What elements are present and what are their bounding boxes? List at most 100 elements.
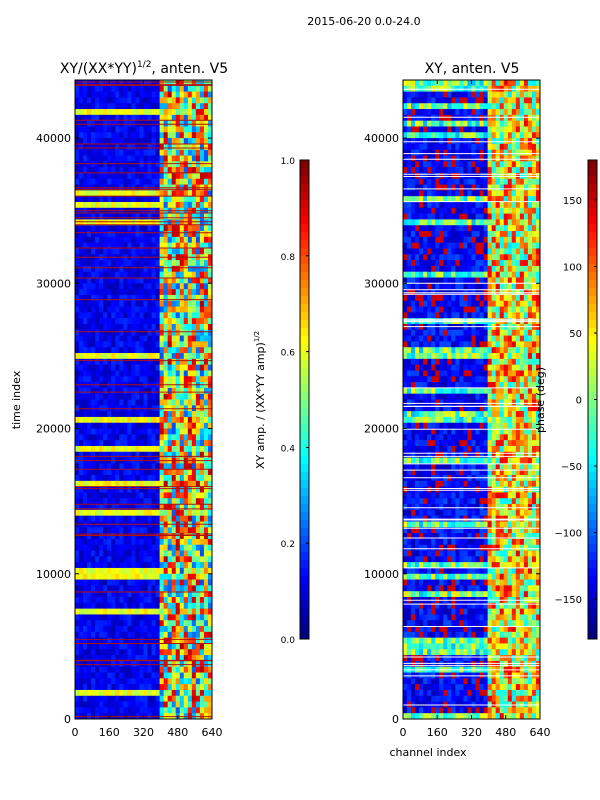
left-heatmap-cell (187, 126, 193, 133)
left-heatmap-cell (83, 655, 88, 662)
left-heatmap-cell (155, 329, 160, 336)
left-heatmap-cell (163, 597, 168, 604)
right-heatmap-cell (479, 213, 484, 220)
right-heatmap-cell (439, 219, 444, 226)
right-heatmap-cell (467, 97, 472, 104)
left-heatmap-cell (195, 626, 201, 633)
right-heatmap-cell (419, 242, 424, 249)
left-heatmap-cell (119, 533, 124, 540)
right-heatmap-cell (503, 213, 509, 220)
left-heatmap-cell (115, 597, 120, 604)
right-heatmap-cell (407, 201, 412, 209)
left-heatmap-cell (143, 399, 148, 406)
right-heatmap-cell (431, 201, 436, 209)
left-heatmap-cell (115, 126, 120, 133)
left-heatmap-cell (183, 242, 189, 249)
left-heatmap-cell (179, 190, 185, 197)
right-heatmap-cell (415, 213, 420, 220)
left-heatmap-cell (175, 161, 181, 168)
left-heatmap-cell (107, 196, 112, 203)
right-heatmap-cell (431, 242, 436, 249)
left-heatmap-cell (83, 294, 88, 302)
left-heatmap-cell (127, 666, 132, 673)
left-heatmap-cell (139, 242, 144, 249)
left-heatmap-cell (191, 626, 197, 633)
right-heatmap-cell (491, 109, 496, 116)
right-heatmap-cell (467, 213, 472, 220)
left-heatmap-cell (131, 248, 136, 255)
left-heatmap-cell (163, 190, 168, 197)
left-heatmap-cell (191, 562, 197, 569)
right-heatmap-cell (527, 155, 533, 162)
left-heatmap-cell (79, 271, 84, 278)
left-heatmap-cell (115, 608, 120, 615)
left-heatmap-cell (167, 318, 173, 325)
right-heatmap-cell (491, 120, 496, 127)
left-heatmap-cell (187, 469, 193, 476)
left-heatmap-cell (199, 666, 205, 673)
right-heatmap-cell (511, 138, 517, 145)
left-heatmap-cell (91, 637, 96, 644)
left-heatmap-cell (203, 701, 209, 708)
right-heatmap-cell (467, 196, 472, 203)
left-heatmap-cell (167, 80, 173, 87)
left-heatmap-cell (91, 678, 96, 685)
left-heatmap-cell (195, 242, 201, 249)
left-heatmap-cell (131, 358, 136, 365)
left-heatmap-cell (183, 196, 189, 203)
left-heatmap-cell (207, 492, 213, 499)
left-heatmap-cell (179, 201, 185, 209)
left-heatmap-cell (139, 440, 144, 447)
left-heatmap-cell (195, 190, 201, 197)
left-heatmap-cell (155, 364, 160, 371)
right-heatmap-cell (515, 161, 521, 168)
left-heatmap-cell (191, 242, 197, 249)
right-heatmap-cell (407, 161, 412, 168)
left-heatmap-cell (119, 103, 124, 110)
left-heatmap-cell (199, 155, 205, 162)
right-heatmap-cell (463, 196, 468, 203)
left-heatmap-cell (195, 289, 201, 296)
left-heatmap-cell (131, 364, 136, 371)
left-heatmap-cell (167, 143, 173, 151)
right-heatmap-cell (415, 190, 420, 197)
right-heatmap-cell (435, 114, 440, 121)
right-heatmap-cell (447, 120, 452, 127)
right-heatmap-cell (447, 114, 452, 121)
left-heatmap-cell (207, 341, 213, 348)
right-heatmap-cell (487, 114, 492, 121)
right-heatmap-cell (403, 190, 408, 197)
left-heatmap-cell (75, 260, 80, 267)
left-heatmap-cell (115, 114, 120, 121)
left-heatmap-cell (179, 695, 185, 702)
right-heatmap-cell (499, 236, 505, 243)
left-heatmap-cell (163, 689, 168, 697)
left-heatmap-cell (187, 701, 193, 708)
left-heatmap-cell (135, 126, 140, 133)
left-heatmap-cell (75, 132, 80, 139)
left-heatmap-cell (75, 678, 80, 685)
left-heatmap-cell (163, 486, 168, 493)
right-heatmap-cell (459, 138, 464, 145)
left-heatmap-cell (91, 504, 96, 511)
left-heatmap-cell (183, 399, 189, 406)
left-colorbar-segment (300, 463, 309, 472)
left-heatmap-cell (99, 213, 104, 220)
left-heatmap-cell (199, 660, 205, 668)
right-heatmap-cell (423, 231, 428, 238)
left-heatmap-cell (111, 463, 116, 470)
left-heatmap-cell (167, 225, 173, 232)
left-heatmap-cell (99, 608, 104, 615)
left-heatmap-cell (191, 353, 197, 360)
right-heatmap-cell (419, 248, 424, 255)
left-heatmap-cell (99, 567, 104, 575)
left-heatmap-cell (107, 533, 112, 540)
left-heatmap-cell (127, 190, 132, 197)
left-heatmap-cell (191, 294, 197, 302)
left-heatmap-cell (143, 236, 148, 243)
left-heatmap-cell (183, 114, 189, 121)
right-heatmap-cell (483, 80, 488, 87)
right-heatmap-cell (483, 155, 488, 162)
left-heatmap-cell (179, 672, 185, 679)
left-heatmap-cell (99, 614, 104, 621)
